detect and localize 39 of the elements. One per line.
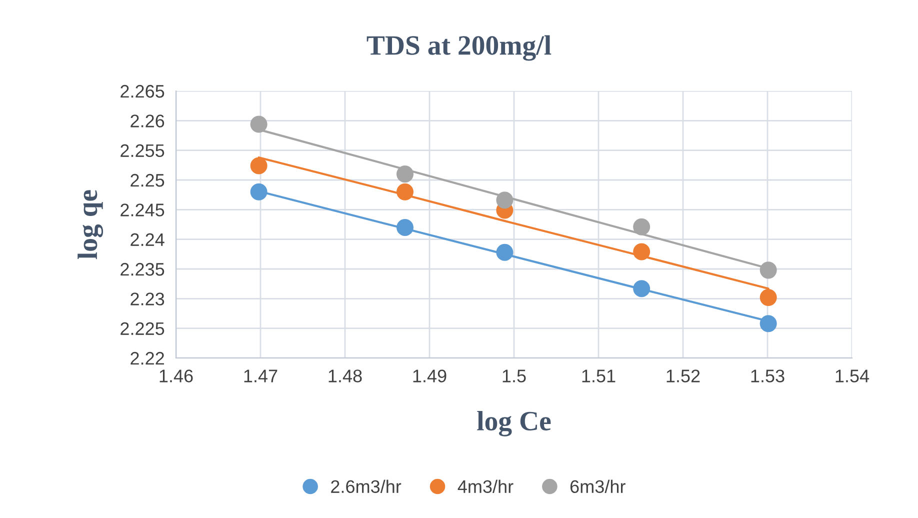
x-tick-label: 1.48: [328, 370, 362, 382]
y-tick-label: 2.235: [120, 262, 164, 276]
point: [633, 243, 650, 260]
y-tick-label: 2.24: [130, 233, 164, 246]
point: [396, 183, 414, 200]
point: [496, 244, 514, 261]
y-tick-label: 2.22: [130, 352, 164, 365]
point: [633, 280, 650, 298]
y-tick-label: 2.25: [130, 174, 164, 187]
point: [396, 218, 414, 236]
x-tick-label: 1.52: [666, 370, 700, 382]
y-tick-label: 2.255: [120, 144, 164, 158]
x-tick-label: 1.54: [836, 370, 870, 382]
point: [760, 315, 777, 332]
point: [250, 157, 268, 174]
x-tick-label: 1.53: [751, 370, 784, 382]
x-tick-label: 1.49: [413, 370, 446, 382]
y-tick-label: 2.26: [130, 114, 164, 128]
point: [760, 262, 777, 279]
x-tick-label: 1.5: [502, 370, 526, 382]
y-axis-title: log qe: [78, 190, 104, 260]
y-tick-label: 2.23: [130, 292, 164, 306]
legend-label: 6m3/hr: [570, 480, 626, 493]
point: [250, 183, 268, 200]
legend-label: 4m3/hr: [458, 480, 514, 493]
y-tick-label: 2.265: [120, 84, 164, 98]
point: [760, 288, 777, 306]
point: [496, 192, 514, 209]
chart-title: TDS at 200mg/l: [366, 35, 552, 61]
point: [250, 116, 268, 133]
x-tick-label: 1.47: [244, 370, 278, 382]
y-tick-label: 2.225: [120, 322, 164, 336]
x-axis-title: log Ce: [477, 410, 551, 436]
legend-label: 2.6m3/hr: [331, 480, 402, 493]
point: [396, 166, 414, 183]
x-tick-label: 1.46: [160, 370, 193, 382]
y-tick-label: 2.245: [120, 204, 164, 216]
x-tick-label: 1.51: [582, 370, 616, 382]
point: [633, 218, 650, 236]
